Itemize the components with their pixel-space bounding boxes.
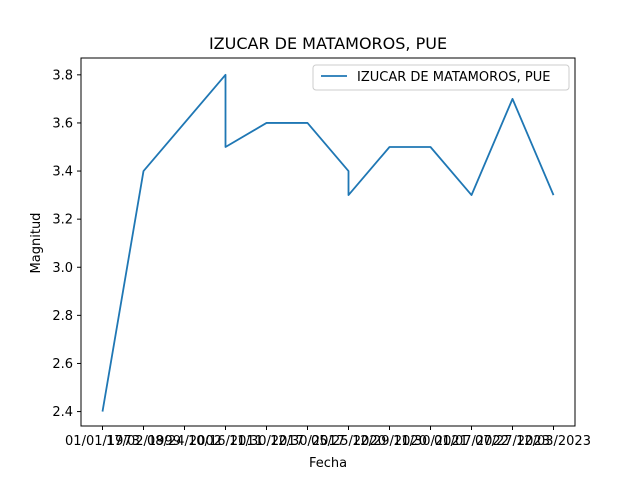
x-tick-label: 12/03/2023: [516, 434, 591, 449]
y-tick-label: 3.2: [52, 213, 73, 228]
x-tick-label: 11/30/2017: [229, 434, 304, 449]
x-tick-label: 12/30/2017: [270, 434, 345, 449]
series-layer: [101, 73, 555, 412]
y-axis-label: Magnitud: [29, 213, 44, 274]
plot-frame: [80, 57, 576, 427]
y-axis-ticks: 2.4 2.6 2.8 3.0 3.2 3.4 3.6 3.8: [52, 68, 81, 420]
y-tick-label: 2.4: [52, 405, 73, 420]
x-tick-label: 12/29/2020: [352, 434, 427, 449]
y-tick-label: 3.4: [52, 165, 73, 180]
x-tick-label: 11/30/2021: [393, 434, 468, 449]
y-tick-label: 2.8: [52, 309, 73, 324]
y-tick-label: 2.6: [52, 357, 73, 372]
legend: IZUCAR DE MATAMOROS, PUE: [312, 64, 570, 91]
x-tick-label: 01/07/2022: [434, 434, 509, 449]
y-tick-label: 3.6: [52, 116, 73, 131]
plot-area: [81, 58, 575, 426]
x-tick-label: 05/25/2020: [311, 434, 386, 449]
y-tick-label: 3.8: [52, 68, 73, 83]
x-axis-label: Fecha: [309, 456, 347, 471]
series-line: [101, 73, 555, 412]
x-tick-label: 07/27/2023: [475, 434, 550, 449]
legend-label: IZUCAR DE MATAMOROS, PUE: [357, 70, 550, 85]
x-tick-label: 08/24/2002: [147, 434, 222, 449]
chart-title: IZUCAR DE MATAMOROS, PUE: [209, 34, 447, 53]
x-tick-label: 17/02/1999: [106, 434, 181, 449]
x-tick-label: 10/16/2011: [188, 434, 263, 449]
y-tick-label: 3.0: [52, 261, 73, 276]
x-tick-label: 01/01/1973: [65, 434, 140, 449]
x-axis-ticks: 01/01/197317/02/199908/24/200210/16/2011…: [65, 426, 591, 449]
legend-box: [312, 64, 570, 91]
